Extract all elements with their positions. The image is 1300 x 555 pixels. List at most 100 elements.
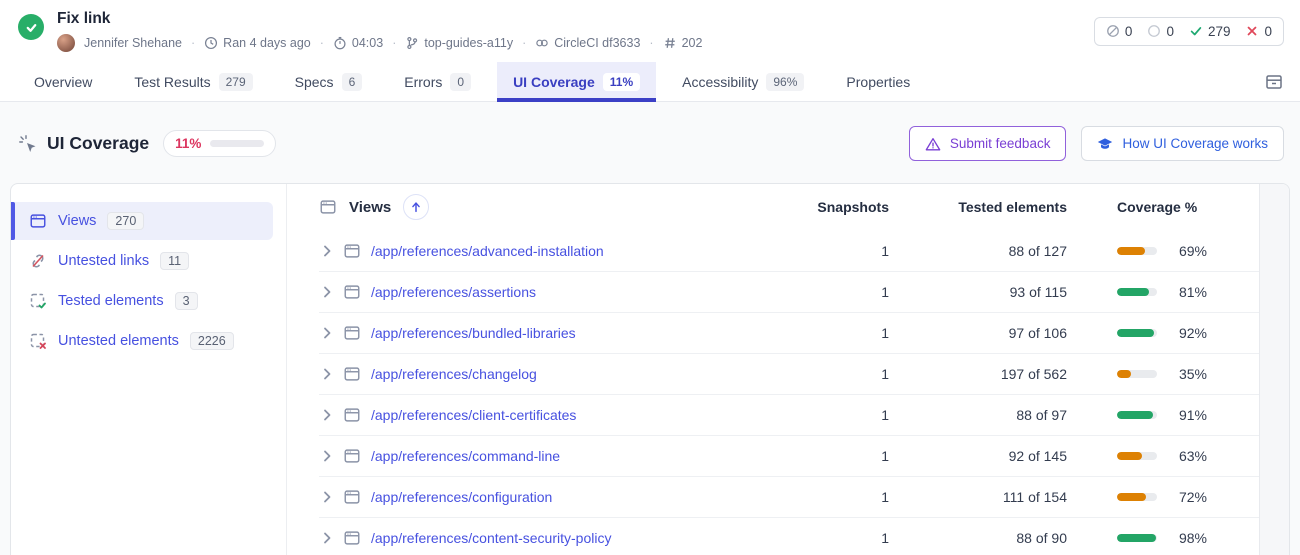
snapshots-value: 1 [881, 489, 889, 505]
sort-ascending-button[interactable] [403, 194, 430, 220]
graduation-cap-icon [1097, 136, 1113, 152]
page-title: UI Coverage [47, 133, 150, 153]
chevron-right-icon[interactable] [319, 489, 343, 505]
view-row[interactable]: /app/references/assertions 1 93 of 115 8… [319, 271, 1259, 312]
coverage-score: 11% [175, 136, 202, 151]
view-row[interactable]: /app/references/command-line 1 92 of 145… [319, 435, 1259, 476]
sidebar-item-tested-elements[interactable]: Tested elements 3 [11, 282, 286, 320]
chevron-right-icon[interactable] [319, 407, 343, 423]
failed-icon [1245, 24, 1259, 38]
submit-feedback-button[interactable]: Submit feedback [908, 126, 1067, 161]
tested-elements-value: 197 of 562 [1000, 366, 1067, 382]
sidebar-item-untested-links[interactable]: Untested links 11 [11, 242, 286, 280]
snapshots-value: 1 [881, 366, 889, 382]
view-link[interactable]: /app/references/bundled-libraries [371, 325, 576, 341]
coverage-cell: 91% [1067, 407, 1207, 423]
view-link[interactable]: /app/references/content-security-policy [371, 530, 612, 546]
hash-icon [663, 36, 677, 50]
sidebar-item-badge: 11 [160, 252, 190, 270]
view-row[interactable]: /app/references/configuration 1 111 of 1… [319, 476, 1259, 517]
clock-icon [204, 36, 218, 50]
coverage-percent: 92% [1178, 325, 1207, 341]
dot-separator: · [522, 36, 527, 50]
run-stat: 279 [1189, 23, 1231, 39]
dot-separator: · [649, 36, 654, 50]
tab-errors[interactable]: Errors 0 [388, 62, 487, 101]
table-scrollbar[interactable] [1259, 184, 1289, 555]
view-link[interactable]: /app/references/command-line [371, 448, 561, 464]
sidebar-item-badge: 270 [107, 212, 145, 230]
run-meta: Jennifer Shehane · Ran 4 days ago · 04:0… [57, 34, 702, 52]
how-ui-coverage-works-button[interactable]: How UI Coverage works [1081, 126, 1284, 161]
run-branch: top-guides-a11y [405, 36, 513, 50]
view-link[interactable]: /app/references/assertions [371, 284, 536, 300]
view-row[interactable]: /app/references/client-certificates 1 88… [319, 394, 1259, 435]
coverage-cell: 92% [1067, 325, 1207, 341]
element-x-icon [29, 332, 47, 350]
chevron-right-icon[interactable] [319, 530, 343, 546]
coverage-cell: 35% [1067, 366, 1207, 382]
dot-separator: · [392, 36, 397, 50]
view-link[interactable]: /app/references/advanced-installation [371, 242, 604, 259]
tested-elements-value: 93 of 115 [1009, 284, 1067, 300]
tab-specs[interactable]: Specs 6 [279, 62, 379, 101]
view-link[interactable]: /app/references/configuration [371, 489, 553, 505]
tab-badge: 6 [341, 72, 363, 91]
archive-icon[interactable] [1264, 72, 1284, 92]
chevron-right-icon[interactable] [319, 448, 343, 464]
dot-separator: · [319, 36, 324, 50]
browser-icon [343, 324, 371, 342]
coverage-sidebar: Views 270 Untested links 11 Tested eleme… [11, 184, 287, 555]
view-row[interactable]: /app/references/advanced-installation 1 … [319, 230, 1259, 271]
tab-badge: 279 [218, 72, 253, 91]
chevron-right-icon[interactable] [319, 325, 343, 341]
avatar [57, 34, 75, 52]
tab-badge: 96% [766, 72, 805, 91]
element-check-icon [29, 292, 47, 310]
browser-icon [343, 406, 371, 424]
chevron-right-icon[interactable] [319, 243, 343, 259]
view-link[interactable]: /app/references/changelog [371, 366, 537, 382]
tab-test-results[interactable]: Test Results 279 [118, 62, 268, 101]
column-snapshots: Snapshots [817, 199, 889, 215]
run-results-summary: 0 0 279 0 [1093, 16, 1284, 46]
coverage-bar [1117, 534, 1157, 542]
coverage-score-pill: 11% [163, 130, 277, 157]
coverage-cell: 72% [1067, 489, 1207, 505]
coverage-score-bar [210, 140, 265, 147]
tab-accessibility[interactable]: Accessibility 96% [666, 62, 820, 101]
views-table: Views Snapshots Tested elements Coverage… [287, 184, 1259, 555]
column-tested-elements: Tested elements [958, 199, 1067, 215]
sidebar-item-badge: 3 [174, 292, 198, 310]
tab-overview[interactable]: Overview [34, 73, 93, 90]
group-header-label: Views [349, 198, 392, 216]
tab-properties[interactable]: Properties [846, 73, 911, 90]
run-ci-link[interactable]: CircleCI df3633 [535, 36, 640, 50]
coverage-cell: 81% [1067, 284, 1207, 300]
run-stat: 0 [1147, 24, 1174, 39]
coverage-percent: 98% [1178, 530, 1207, 546]
coverage-percent: 69% [1178, 242, 1207, 259]
run-passed-status-icon [18, 14, 44, 40]
view-link[interactable]: /app/references/client-certificates [371, 407, 577, 423]
coverage-bar [1117, 452, 1157, 460]
sidebar-item-untested-elements[interactable]: Untested elements 2226 [11, 322, 286, 360]
run-duration: 04:03 [333, 36, 383, 50]
sidebar-item-views[interactable]: Views 270 [11, 202, 273, 240]
coverage-bar [1117, 288, 1157, 296]
run-stat-value: 279 [1207, 23, 1231, 39]
snapshots-value: 1 [881, 242, 889, 259]
tab-ui-coverage[interactable]: UI Coverage 11% [497, 62, 657, 102]
timer-icon [333, 36, 347, 50]
chevron-right-icon[interactable] [319, 366, 343, 382]
view-row[interactable]: /app/references/bundled-libraries 1 97 o… [319, 312, 1259, 353]
tested-elements-value: 111 of 154 [1002, 489, 1067, 505]
browser-icon [343, 283, 371, 301]
chevron-right-icon[interactable] [319, 284, 343, 300]
column-coverage: Coverage % [1117, 199, 1198, 215]
browser-icon [343, 242, 371, 260]
views-table-body: /app/references/advanced-installation 1 … [319, 230, 1259, 555]
run-title: Fix link [57, 10, 111, 27]
view-row[interactable]: /app/references/changelog 1 197 of 562 3… [319, 353, 1259, 394]
view-row[interactable]: /app/references/content-security-policy … [319, 517, 1259, 555]
